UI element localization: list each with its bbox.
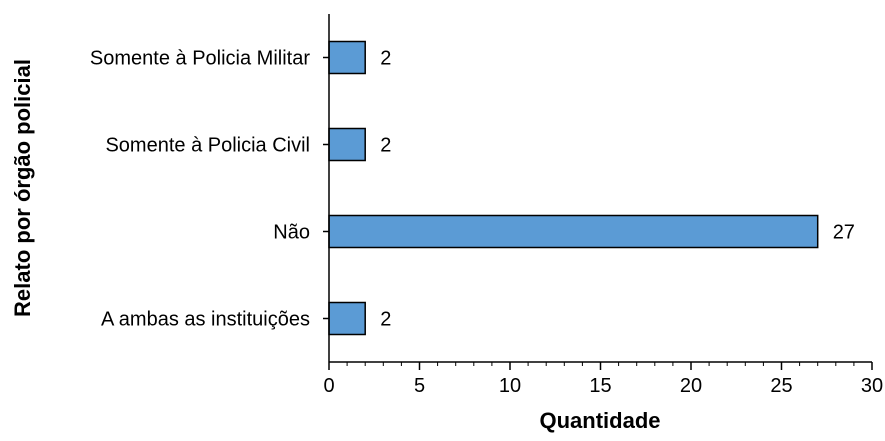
category-label-1: Somente à Policia Civil [105,135,310,157]
bars-group [328,40,819,336]
x-tick-label-1: 5 [414,375,425,397]
x-tick-label-2: 10 [499,375,521,397]
labels-group: 2 Somente à Policia Militar 2 Somente à Pol… [90,48,883,398]
bar-0 [328,40,366,75]
x-tick-label-4: 20 [680,375,702,397]
data-label-3: 2 [380,309,391,331]
x-tick-label-5: 25 [770,375,792,397]
bar-2 [328,214,819,249]
category-label-0: Somente à Policia Militar [90,48,310,70]
category-label-2: Não [273,222,310,244]
x-tick-label-3: 15 [589,375,611,397]
category-label-3: A ambas as instituições [101,309,310,331]
bar-1 [328,127,366,162]
bar-3 [328,301,366,336]
x-tick-label-6: 30 [861,375,883,397]
x-tick-label-0: 0 [323,375,334,397]
y-axis-title: Relato por órgão policial [10,59,35,317]
axes-group [323,14,873,370]
data-label-1: 2 [380,135,391,157]
data-label-0: 2 [380,48,391,70]
x-axis-title: Quantidade [539,408,660,433]
data-label-2: 27 [833,222,855,244]
